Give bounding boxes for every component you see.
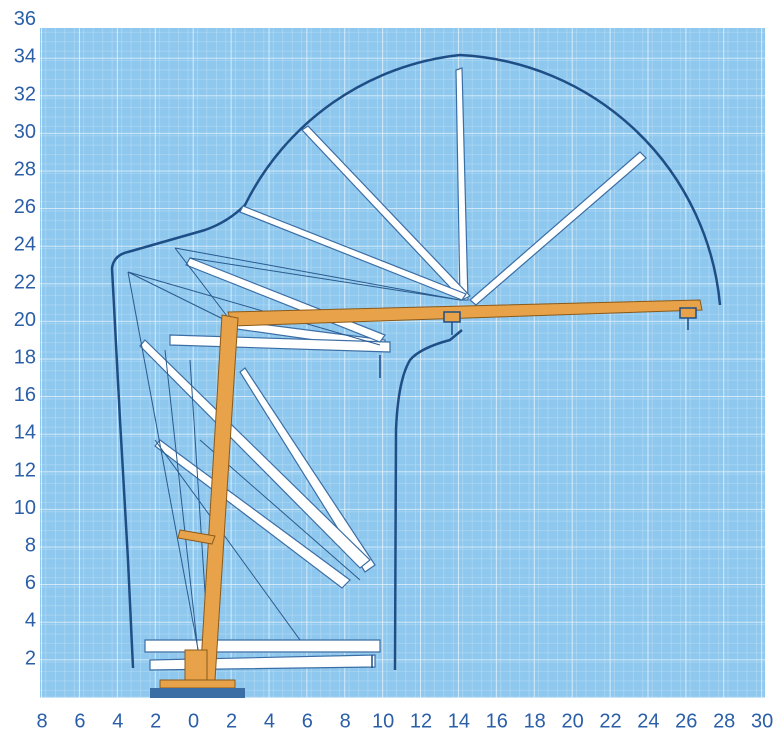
x-axis-label: 6 [74, 710, 85, 732]
x-axis-label: 26 [675, 710, 697, 732]
y-axis-label: 34 [14, 46, 36, 68]
x-axis-label: 6 [302, 710, 313, 732]
x-axis-label: 20 [561, 710, 583, 732]
x-axis-label: 4 [112, 710, 123, 732]
x-axis-label: 2 [226, 710, 237, 732]
y-axis-label: 8 [25, 534, 36, 556]
x-axis-label: 14 [448, 710, 470, 732]
y-axis-label: 18 [14, 346, 36, 368]
y-axis-label: 10 [14, 497, 36, 519]
x-axis-label: 22 [599, 710, 621, 732]
crane-base [150, 688, 245, 698]
x-axis-label: 30 [751, 710, 773, 732]
x-axis-label: 16 [486, 710, 508, 732]
y-axis-label: 26 [14, 196, 36, 218]
y-axis-label: 32 [14, 83, 36, 105]
y-axis-label: 20 [14, 309, 36, 331]
y-axis-label: 36 [14, 8, 36, 30]
x-axis-label: 8 [340, 710, 351, 732]
y-axis-label: 24 [14, 234, 36, 256]
y-axis-label: 4 [25, 610, 36, 632]
x-axis-label: 4 [264, 710, 275, 732]
y-axis-label: 12 [14, 459, 36, 481]
x-axis-label: 10 [372, 710, 394, 732]
x-axis-label: 28 [713, 710, 735, 732]
y-axis-label: 30 [14, 121, 36, 143]
y-axis-label: 2 [25, 647, 36, 669]
x-axis-label: 12 [410, 710, 432, 732]
x-axis-label: 0 [188, 710, 199, 732]
y-axis-label: 28 [14, 158, 36, 180]
x-axis-label: 2 [150, 710, 161, 732]
crane-range-diagram: 24681012141618202224262830323436 8642024… [0, 0, 775, 738]
y-axis-label: 22 [14, 271, 36, 293]
x-axis-label: 24 [637, 710, 659, 732]
x-axis-label: 8 [36, 710, 47, 732]
y-axis-label: 6 [25, 572, 36, 594]
grid [40, 28, 765, 698]
x-axis-label: 18 [524, 710, 546, 732]
y-axis-label: 14 [14, 422, 36, 444]
y-axis-label: 16 [14, 384, 36, 406]
